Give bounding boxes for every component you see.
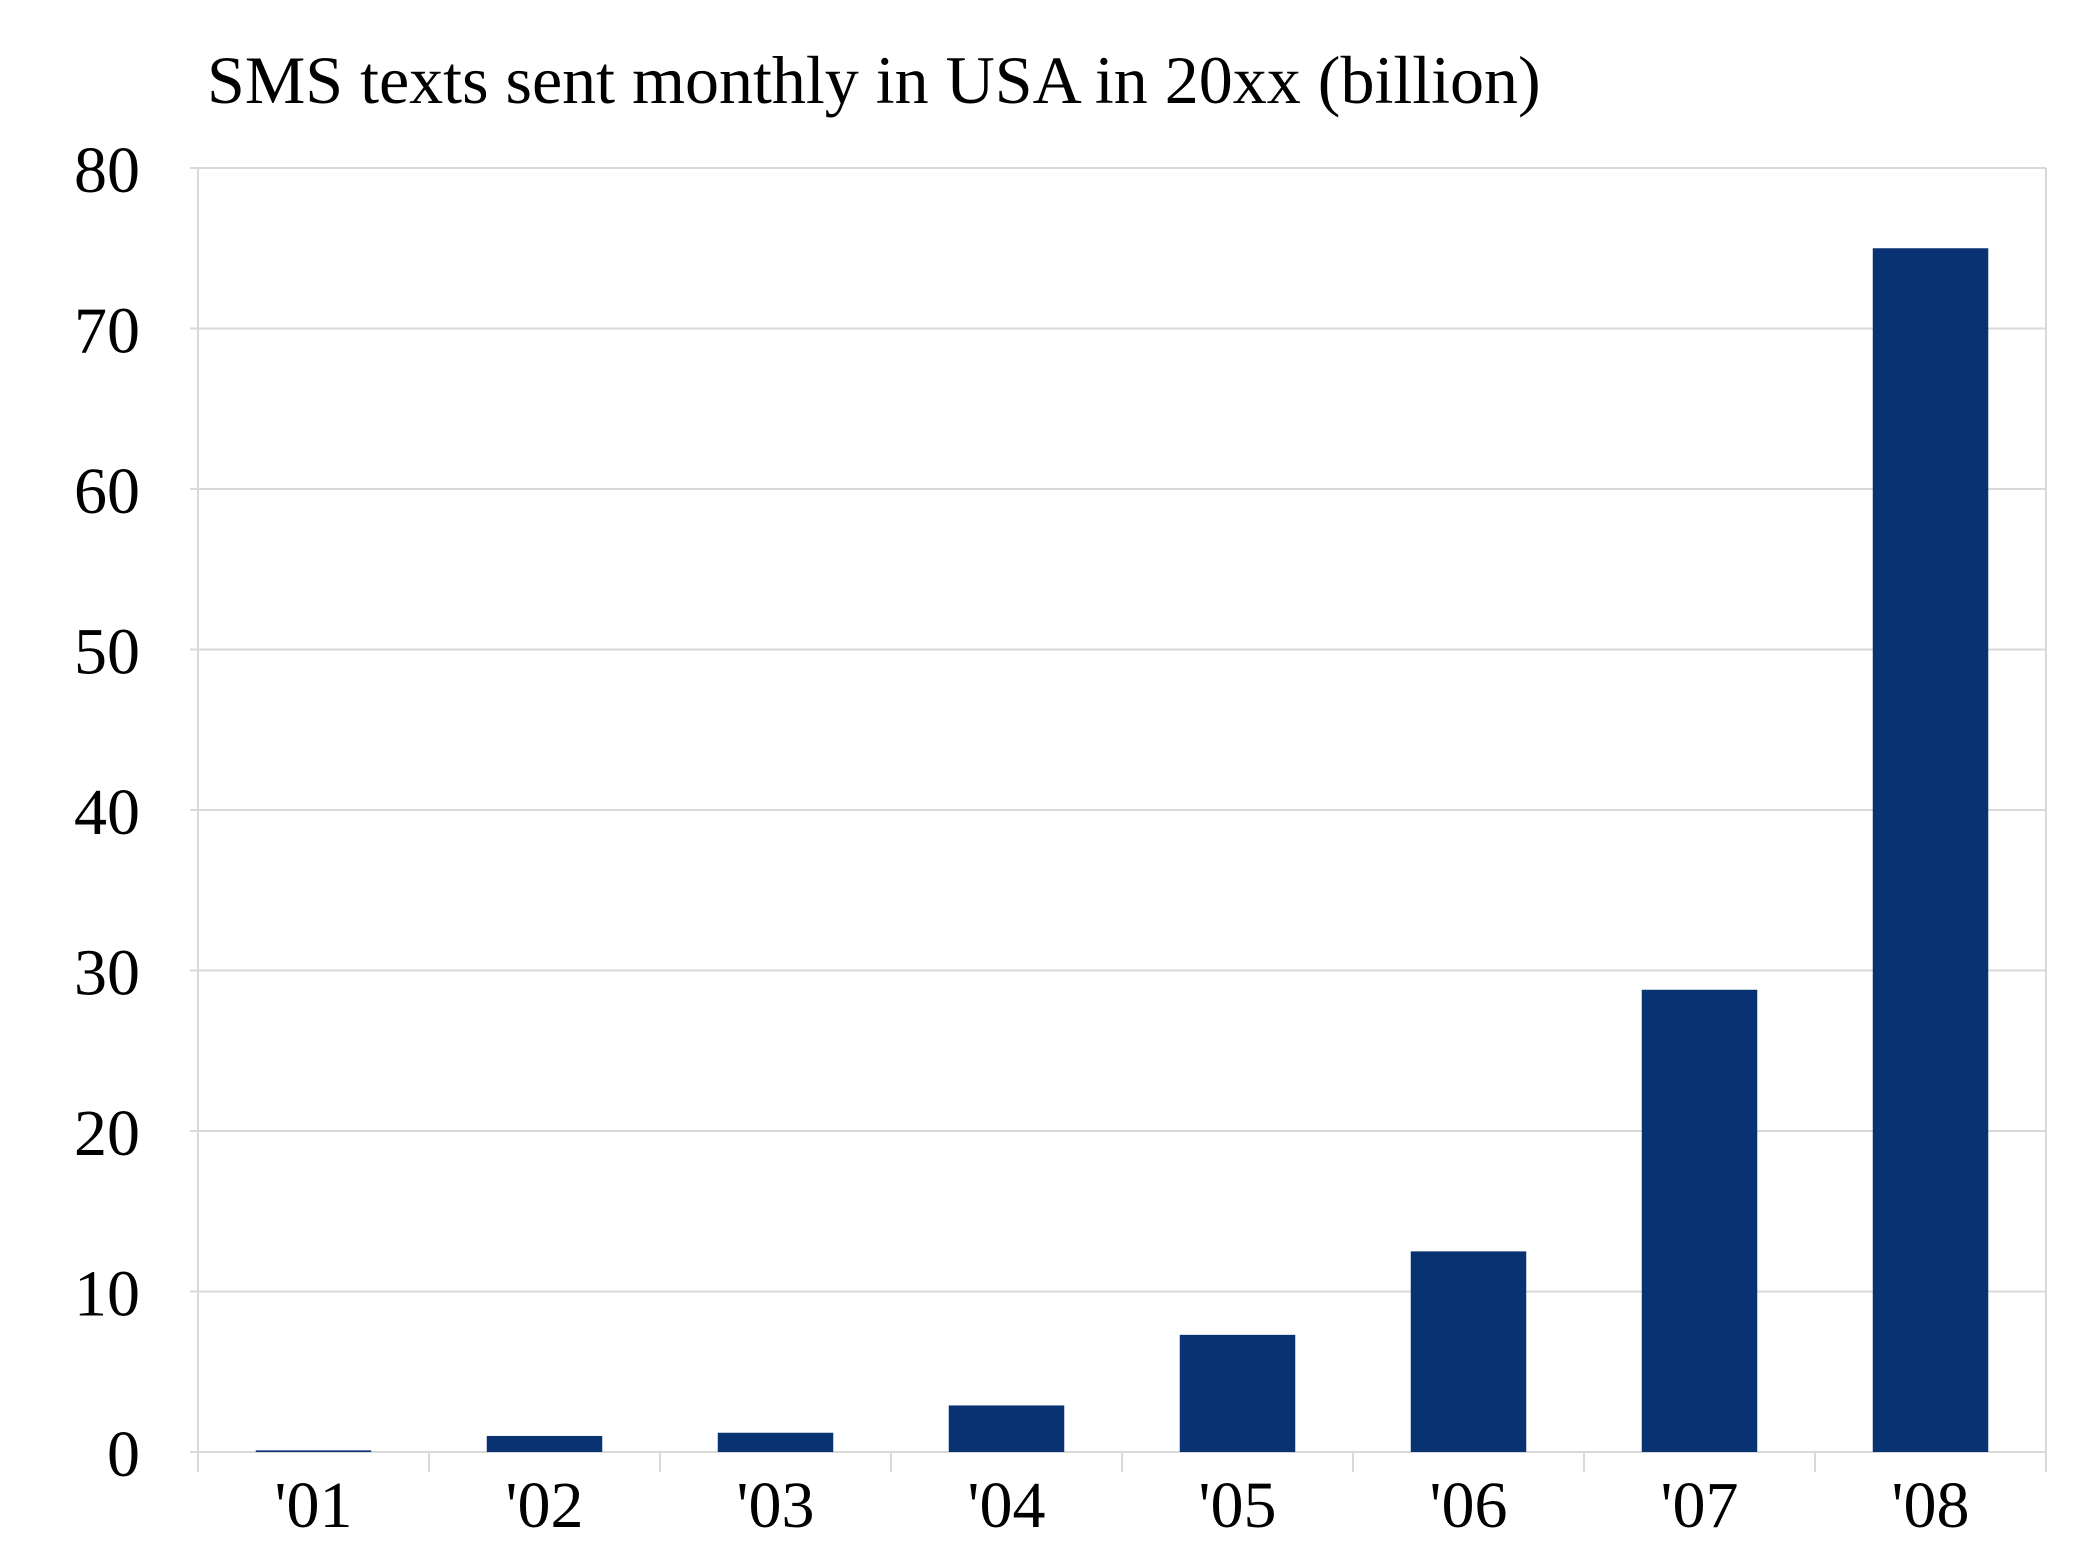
x-tick-label: '03 — [737, 1469, 815, 1540]
gridlines — [190, 167, 2047, 1472]
x-tick-label: '05 — [1199, 1469, 1277, 1540]
x-axis-tick-labels: '01 '02 '03 '04 '05 '06 '07 '08 — [275, 1469, 1970, 1542]
bar — [1641, 989, 1758, 1452]
bar — [1410, 1251, 1527, 1452]
y-tick-label: 70 — [74, 295, 140, 368]
x-tick-label: '01 — [275, 1469, 353, 1540]
bar — [1872, 248, 1989, 1452]
bar — [255, 1450, 372, 1452]
bar — [486, 1435, 603, 1452]
x-tick-label: '08 — [1892, 1469, 1970, 1540]
y-tick-label: 30 — [74, 937, 140, 1010]
bar — [717, 1432, 834, 1452]
bars — [255, 248, 1989, 1452]
x-tick-label: '07 — [1661, 1469, 1739, 1540]
x-tick-label: '06 — [1430, 1469, 1508, 1540]
x-tick-label: '04 — [968, 1469, 1046, 1540]
y-tick-label: 10 — [74, 1258, 140, 1331]
bar — [948, 1405, 1065, 1452]
y-tick-label: 40 — [74, 776, 140, 849]
y-axis-tick-labels: 0 10 20 30 40 50 60 70 80 — [74, 134, 140, 1491]
y-tick-label: 60 — [74, 455, 140, 528]
y-tick-label: 50 — [74, 616, 140, 689]
chart-title: SMS texts sent monthly in USA in 20xx (b… — [207, 42, 1541, 118]
bar — [1179, 1334, 1296, 1452]
y-tick-label: 0 — [107, 1418, 140, 1491]
x-tick-label: '02 — [506, 1469, 584, 1540]
y-tick-label: 80 — [74, 134, 140, 207]
y-tick-label: 20 — [74, 1097, 140, 1170]
